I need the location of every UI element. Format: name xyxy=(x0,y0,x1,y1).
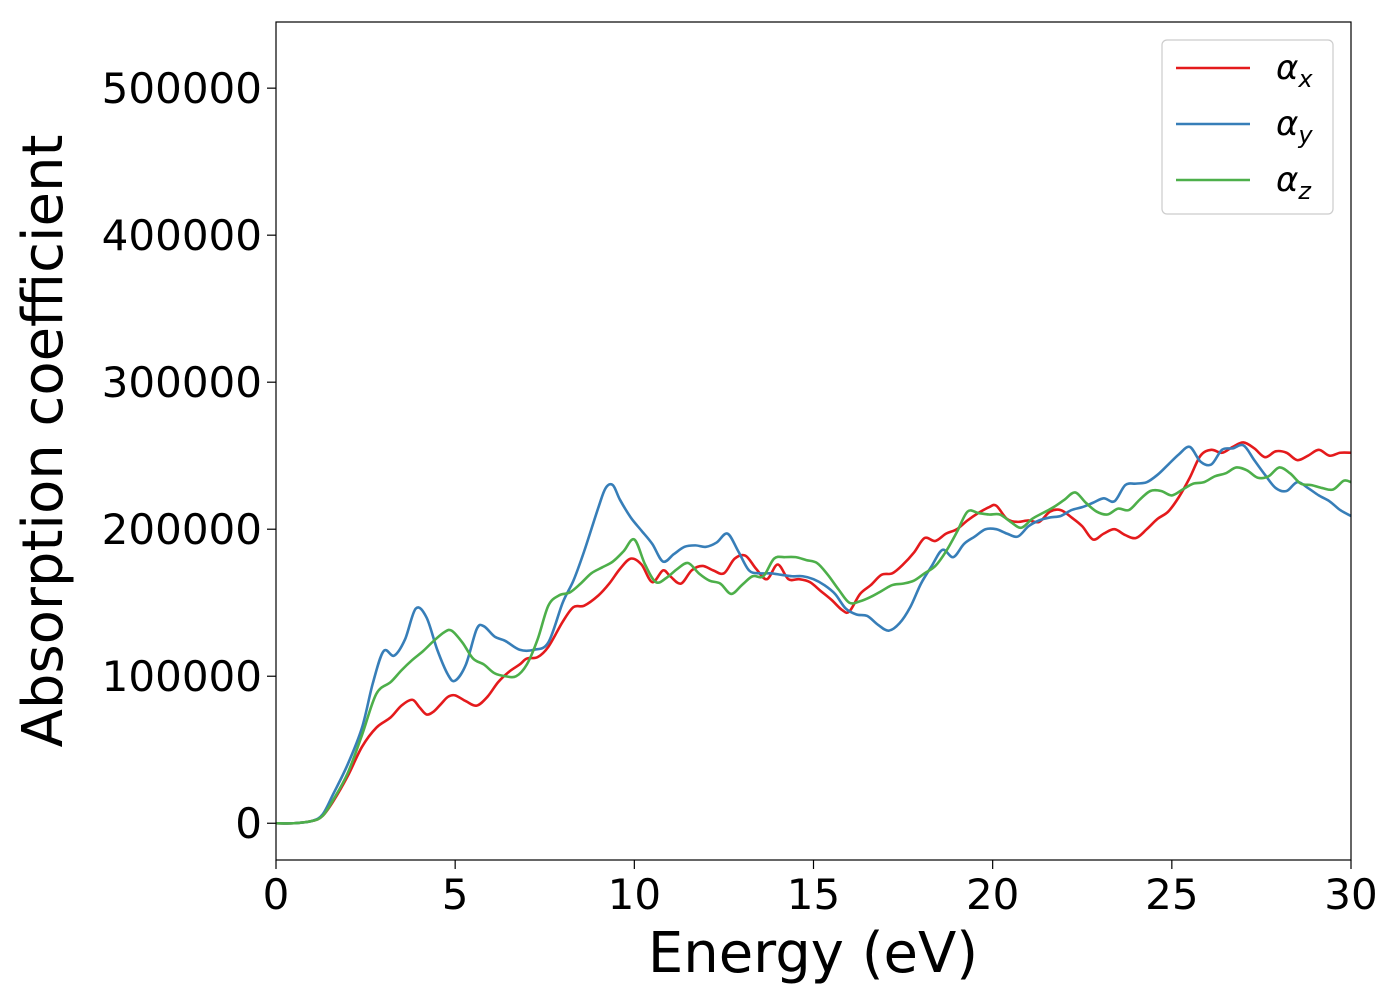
series-line-x xyxy=(276,441,1351,825)
x-tick-label: 20 xyxy=(966,870,1019,919)
y-tick-label: 300000 xyxy=(102,358,262,407)
y-tick-label: 100000 xyxy=(102,652,262,701)
y-tick-label: 200000 xyxy=(102,505,262,554)
x-tick-label: 10 xyxy=(608,870,661,919)
x-axis: 0 5 10 15 20 25 30 xyxy=(263,860,1378,919)
legend-label-x: αx xyxy=(1276,48,1313,93)
x-tick-label: 5 xyxy=(442,870,469,919)
x-tick-label: 25 xyxy=(1145,870,1198,919)
y-tick-label: 500000 xyxy=(102,64,262,113)
legend-label-y: αy xyxy=(1276,104,1313,149)
x-tick-label: 30 xyxy=(1324,870,1377,919)
legend-frame xyxy=(1161,39,1334,215)
y-axis-title: Absorption coefficient xyxy=(11,135,76,748)
x-tick-label: 0 xyxy=(263,870,290,919)
y-axis: 0 100000 200000 300000 400000 500000 xyxy=(102,64,276,848)
x-tick-label: 15 xyxy=(787,870,840,919)
series-line-z xyxy=(276,466,1351,825)
legend-label-z: αz xyxy=(1276,160,1312,205)
legend: αx αy αz xyxy=(1161,39,1334,215)
y-tick-label: 400000 xyxy=(102,211,262,260)
y-tick-label: 0 xyxy=(235,799,262,848)
series-layer xyxy=(276,441,1351,825)
x-axis-title: Energy (eV) xyxy=(648,921,978,986)
